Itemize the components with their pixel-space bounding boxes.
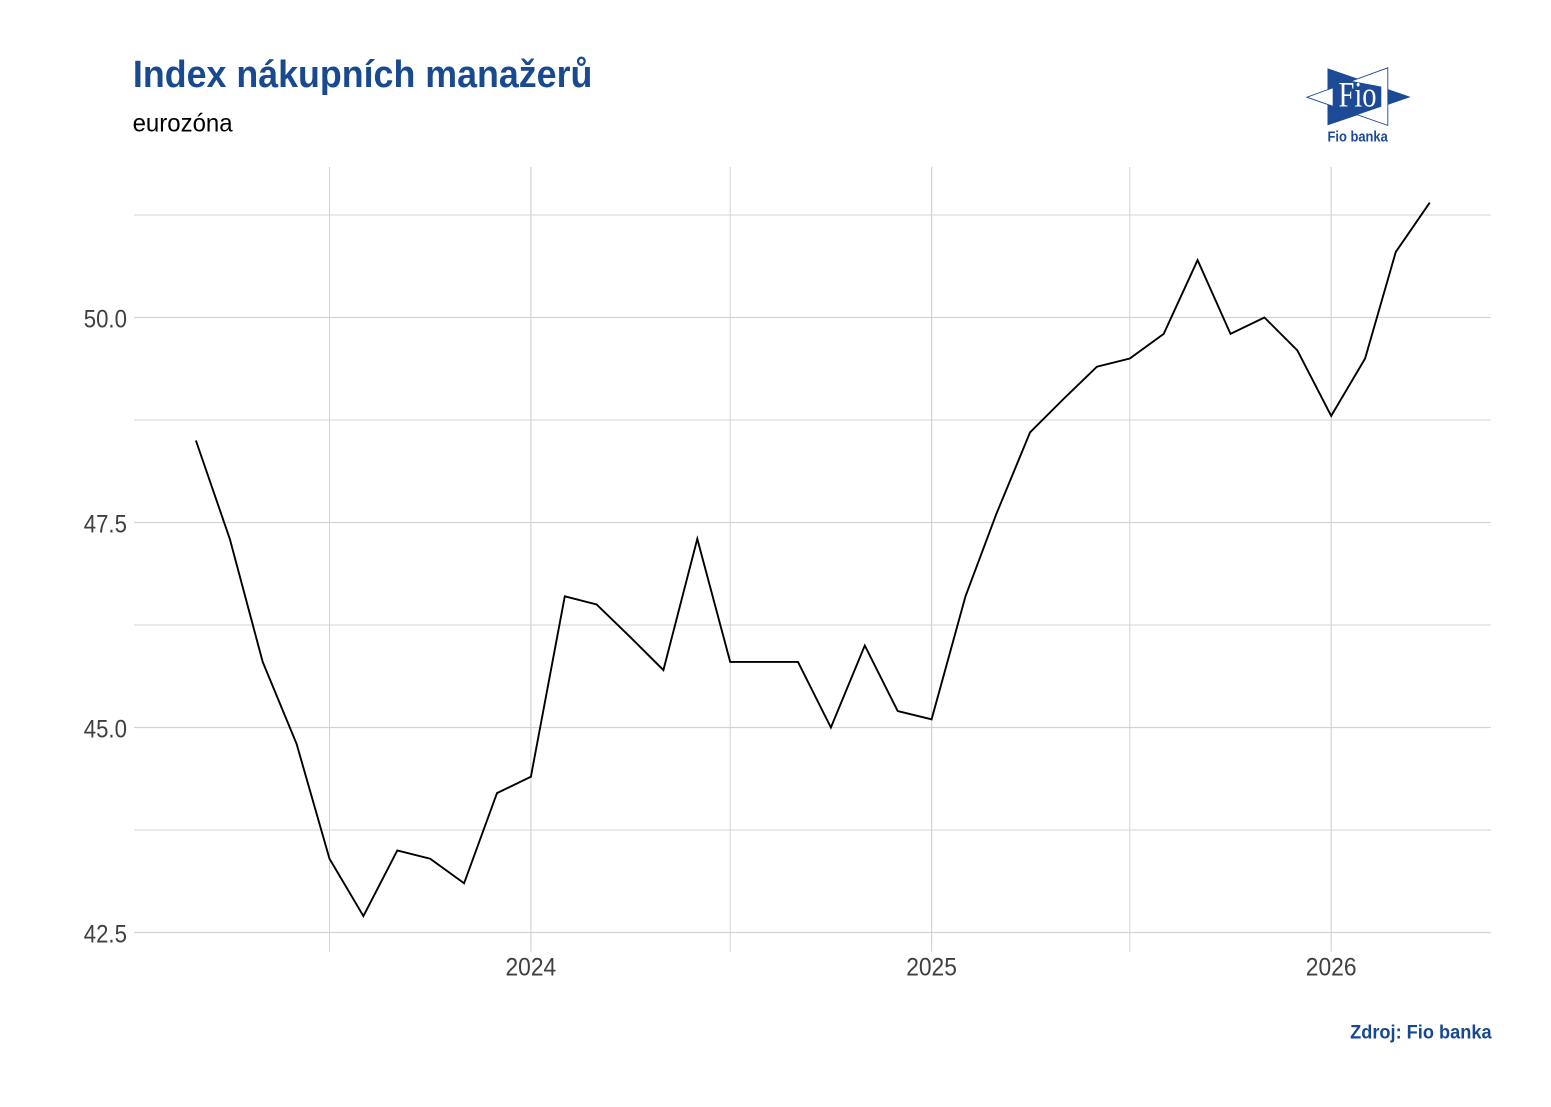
svg-text:2024: 2024 [506, 954, 557, 982]
svg-text:Fio banka: Fio banka [1328, 129, 1389, 146]
svg-text:Fio: Fio [1339, 75, 1377, 115]
svg-text:2025: 2025 [906, 954, 957, 982]
svg-text:2026: 2026 [1306, 954, 1357, 982]
svg-text:50.0: 50.0 [84, 306, 127, 334]
svg-text:Index nákupních manažerů: Index nákupních manažerů [133, 54, 593, 96]
svg-text:Zdroj: Fio banka: Zdroj: Fio banka [1350, 1023, 1492, 1044]
svg-text:47.5: 47.5 [84, 511, 127, 539]
svg-text:45.0: 45.0 [84, 716, 127, 744]
svg-text:eurozóna: eurozóna [133, 110, 233, 138]
svg-text:42.5: 42.5 [84, 921, 127, 949]
